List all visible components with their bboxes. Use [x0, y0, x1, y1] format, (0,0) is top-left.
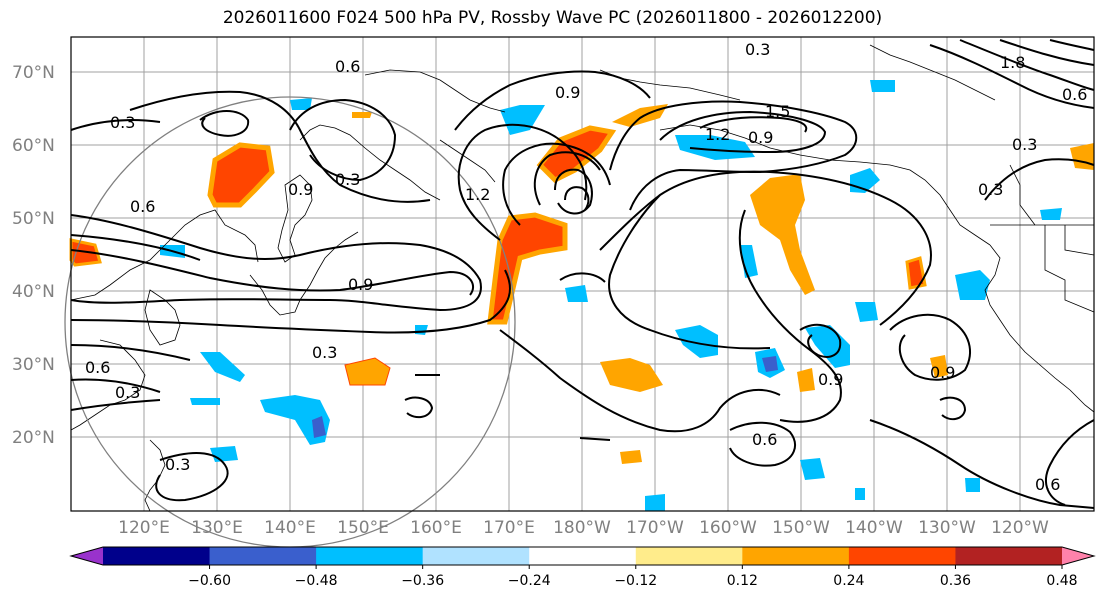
contour-label: 0.6 — [1062, 85, 1087, 104]
lat-label: 70°N — [12, 63, 55, 83]
lon-label: 140°E — [264, 518, 316, 538]
contour-label: 0.3 — [312, 343, 337, 362]
colorbar-tick-label: −0.36 — [401, 573, 444, 589]
colorbar-segment — [209, 547, 317, 565]
contour-label: 0.6 — [752, 430, 777, 449]
contour-label: 1.8 — [1000, 53, 1025, 72]
lon-label: 160°W — [699, 518, 757, 538]
contour-label: 0.3 — [745, 40, 770, 59]
lon-label: 180°W — [553, 518, 611, 538]
contour-label: 0.9 — [818, 370, 843, 389]
colorbar-segment — [742, 547, 850, 565]
colorbar-segment — [955, 547, 1063, 565]
colorbar-tick-label: −0.12 — [614, 573, 657, 589]
lat-label: 50°N — [12, 209, 55, 229]
longitude-labels: 120°E 130°E 140°E 150°E 160°E 170°E 180°… — [118, 518, 1049, 538]
lon-label: 120°E — [118, 518, 170, 538]
lon-label: 170°W — [626, 518, 684, 538]
contour-label: 1.2 — [705, 125, 730, 144]
colorbar-segment — [316, 547, 424, 565]
colorbar-tick-label: 0.12 — [727, 573, 758, 589]
contour-label: 0.6 — [85, 358, 110, 377]
lon-label: 170°E — [483, 518, 535, 538]
colorbar-segment — [422, 547, 530, 565]
lat-label: 20°N — [12, 428, 55, 448]
contour-label: 1.5 — [765, 102, 790, 121]
lon-label: 130°E — [191, 518, 243, 538]
map-title: 2026011600 F024 500 hPa PV, Rossby Wave … — [222, 8, 883, 28]
colorbar-tick-label: 0.48 — [1046, 573, 1077, 589]
contour-label: 0.9 — [288, 180, 313, 199]
colorbar-tick-label: −0.48 — [295, 573, 338, 589]
colorbar-tick-label: −0.24 — [508, 573, 551, 589]
colorbar-tick-label: 0.24 — [833, 573, 864, 589]
colorbar-extend-high — [1062, 547, 1094, 565]
contour-label: 0.3 — [110, 113, 135, 132]
contour-label: 0.6 — [335, 57, 360, 76]
contour-label: 0.3 — [1012, 135, 1037, 154]
lat-label: 60°N — [12, 136, 55, 156]
colorbar-segment — [635, 547, 743, 565]
colorbar-outline — [69, 546, 1096, 566]
colorbar-tick-label: 0.36 — [940, 573, 971, 589]
lon-label: 150°E — [337, 518, 389, 538]
contour-label: 0.9 — [748, 128, 773, 147]
contour-label: 0.6 — [130, 197, 155, 216]
contour-label: 0.9 — [555, 83, 580, 102]
contour-label: 0.3 — [115, 383, 140, 402]
lat-label: 40°N — [12, 282, 55, 302]
colorbar-segment — [848, 547, 956, 565]
colorbar-extend-low — [71, 547, 103, 565]
contour-label: 0.3 — [335, 170, 360, 189]
contour-labels: 0.3 0.6 0.9 1.2 1.5 1.8 0.3 0.6 0.9 0.3 … — [85, 40, 1087, 494]
colorbar: −0.60 −0.48 −0.36 −0.24 −0.12 0.12 0.24 0.36 0.4… — [69, 546, 1096, 589]
contour-label: 1.2 — [465, 185, 490, 204]
colorbar-segment — [103, 547, 211, 565]
contour-label: 0.9 — [930, 363, 955, 382]
lon-label: 120°W — [991, 518, 1049, 538]
lon-label: 160°E — [410, 518, 462, 538]
contour-label: 0.6 — [1035, 475, 1060, 494]
lon-label: 150°W — [772, 518, 830, 538]
lon-label: 130°W — [918, 518, 976, 538]
lat-label: 30°N — [12, 355, 55, 375]
map-border — [70, 36, 1095, 512]
colorbar-segment — [529, 547, 637, 565]
pv-contours — [70, 39, 1095, 509]
colorbar-tick-label: −0.60 — [188, 573, 231, 589]
latitude-labels: 70°N 60°N 50°N 40°N 30°N 20°N — [12, 63, 55, 448]
lon-label: 140°W — [845, 518, 903, 538]
contour-label: 0.3 — [978, 180, 1003, 199]
contour-label: 0.3 — [165, 455, 190, 474]
contour-label: 0.9 — [348, 275, 373, 294]
